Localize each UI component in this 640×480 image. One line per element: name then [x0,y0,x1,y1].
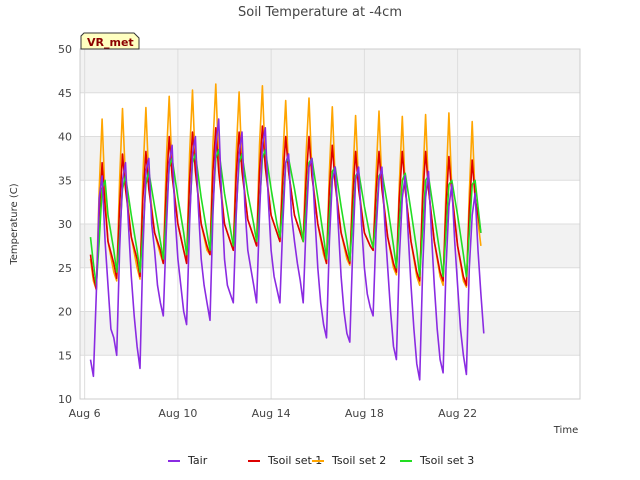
y-tick-label: 20 [58,306,72,319]
badge-label: VR_met [87,36,134,49]
station-badge: VR_met [80,32,140,50]
y-tick-label: 50 [58,43,72,56]
background-band [80,311,580,356]
y-tick-label: 10 [58,393,72,406]
x-axis-title: Time [553,425,578,436]
legend-label-tsoil-set-3: Tsoil set 3 [419,454,474,467]
y-tick-label: 40 [58,131,72,144]
x-tick-label: Aug 10 [158,407,197,420]
legend-label-tair: Tair [187,454,208,467]
badge-shape [80,32,140,50]
plot-frame [79,48,581,400]
series-layer [89,83,485,381]
chart-title: Soil Temperature at -4cm [238,5,402,20]
y-axis-ticks: 10 15 20 25 30 35 40 45 50 [58,43,72,406]
legend-label-tsoil-set-1: Tsoil set 1 [267,454,322,467]
y-axis-title: Temperature (C) [9,183,20,265]
y-tick-label: 15 [58,349,72,362]
y-tick-label: 45 [58,87,72,100]
x-tick-label: Aug 6 [69,407,101,420]
series-line-tair [89,118,485,381]
legend: Tair Tsoil set 1 Tsoil set 2 Tsoil set 3 [168,454,474,467]
y-tick-label: 25 [58,262,72,275]
y-tick-label: 30 [58,218,72,231]
y-tick-label: 35 [58,174,72,187]
background-band [80,49,580,93]
legend-label-tsoil-set-2: Tsoil set 2 [331,454,386,467]
x-axis-ticks: Aug 6 Aug 10 Aug 14 Aug 18 Aug 22 [69,407,477,420]
x-tick-label: Aug 22 [438,407,477,420]
x-tick-label: Aug 18 [345,407,384,420]
series-line-tsoil-set-1 [89,125,482,291]
x-tick-label: Aug 14 [252,407,291,420]
